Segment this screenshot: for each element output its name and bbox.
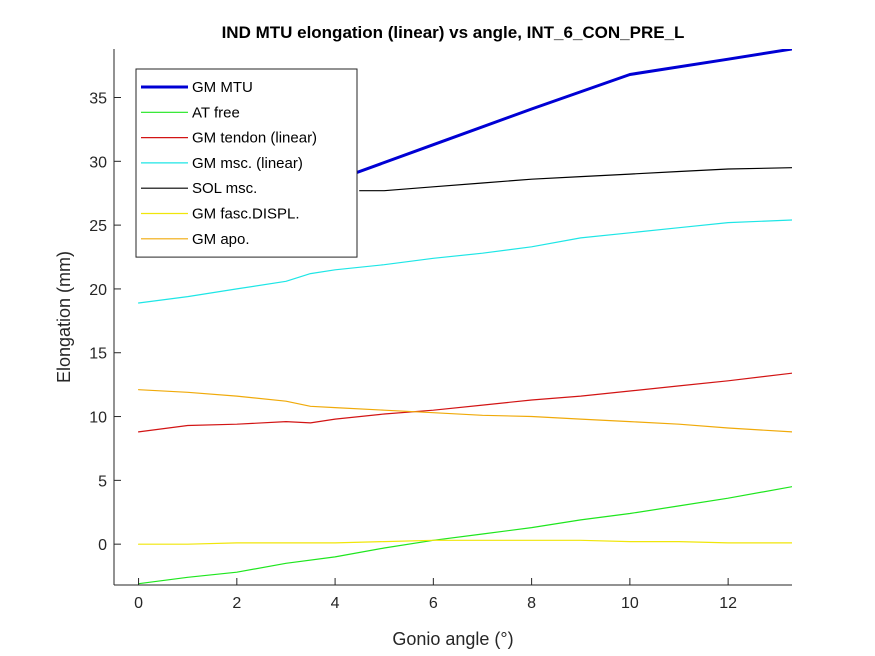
x-tick-label-5: 10 [621,595,639,612]
y-tick-label-1: 5 [98,473,107,490]
y-tick-label-2: 10 [89,410,107,427]
y-tick-label-5: 25 [89,218,107,235]
chart-title: IND MTU elongation (linear) vs angle, IN… [222,23,685,42]
legend-label-5: GM fasc.DISPL. [192,206,300,223]
x-tick-label-3: 6 [429,595,438,612]
legend-label-2: GM tendon (linear) [192,130,317,147]
legend-label-3: GM msc. (linear) [192,155,303,172]
x-tick-label-6: 12 [719,595,737,612]
axes-layer: 0 2 4 6 8 10 12 0 5 10 15 20 25 30 35 [89,49,792,612]
x-tick-label-1: 2 [232,595,241,612]
series-line-6 [138,389,792,433]
y-tick-label-7: 35 [89,90,107,107]
series-line-5 [138,539,792,545]
legend-label-4: SOL msc. [192,180,257,197]
y-tick-label-4: 20 [89,282,107,299]
series-line-3 [138,219,792,304]
x-axis-label: Gonio angle (°) [392,629,513,649]
y-tick-label-6: 30 [89,154,107,171]
legend-label-6: GM apo. [192,231,250,248]
x-tick-label-2: 4 [331,595,340,612]
legend-label-0: GM MTU [192,79,253,96]
legend-label-1: AT free [192,104,240,121]
series-line-4 [359,167,792,192]
y-axis-label: Elongation (mm) [54,251,74,383]
y-tick-label-0: 0 [98,537,107,554]
legend: GM MTU AT free GM tendon (linear) GM msc. (… [135,68,358,258]
series-line-2 [138,372,792,433]
x-tick-label-4: 8 [527,595,536,612]
series-line-1 [138,486,792,585]
y-tick-label-3: 15 [89,346,107,363]
x-tick-label-0: 0 [134,595,143,612]
